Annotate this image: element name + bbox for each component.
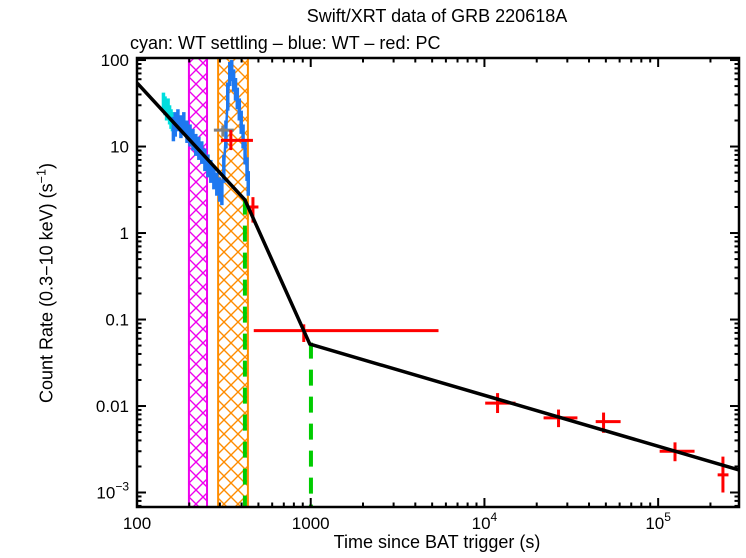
x-tick-label: 1000: [292, 514, 330, 533]
y-tick-label: 1: [120, 224, 129, 243]
series-pc: [220, 130, 729, 493]
plot-frame: [135, 56, 741, 509]
x-tick-label: 100: [123, 514, 151, 533]
y-tick-label: 0.1: [105, 311, 129, 330]
plot-title: Swift/XRT data of GRB 220618A: [306, 6, 568, 26]
x-tick-label: 105: [645, 510, 671, 533]
plot-legend: cyan: WT settling – blue: WT – red: PC: [130, 33, 441, 53]
y-tick-label: 100: [101, 51, 129, 70]
x-tick-label: 104: [472, 510, 498, 533]
y-tick-label: 10: [110, 138, 129, 157]
y-tick-label: 0.01: [96, 397, 129, 416]
series-wt-flare: [222, 60, 251, 196]
axis-ticks: [136, 58, 739, 507]
y-tick-label: 10−3: [96, 480, 129, 503]
fit-line: [136, 82, 739, 472]
x-axis-label: Time since BAT trigger (s): [333, 532, 541, 552]
